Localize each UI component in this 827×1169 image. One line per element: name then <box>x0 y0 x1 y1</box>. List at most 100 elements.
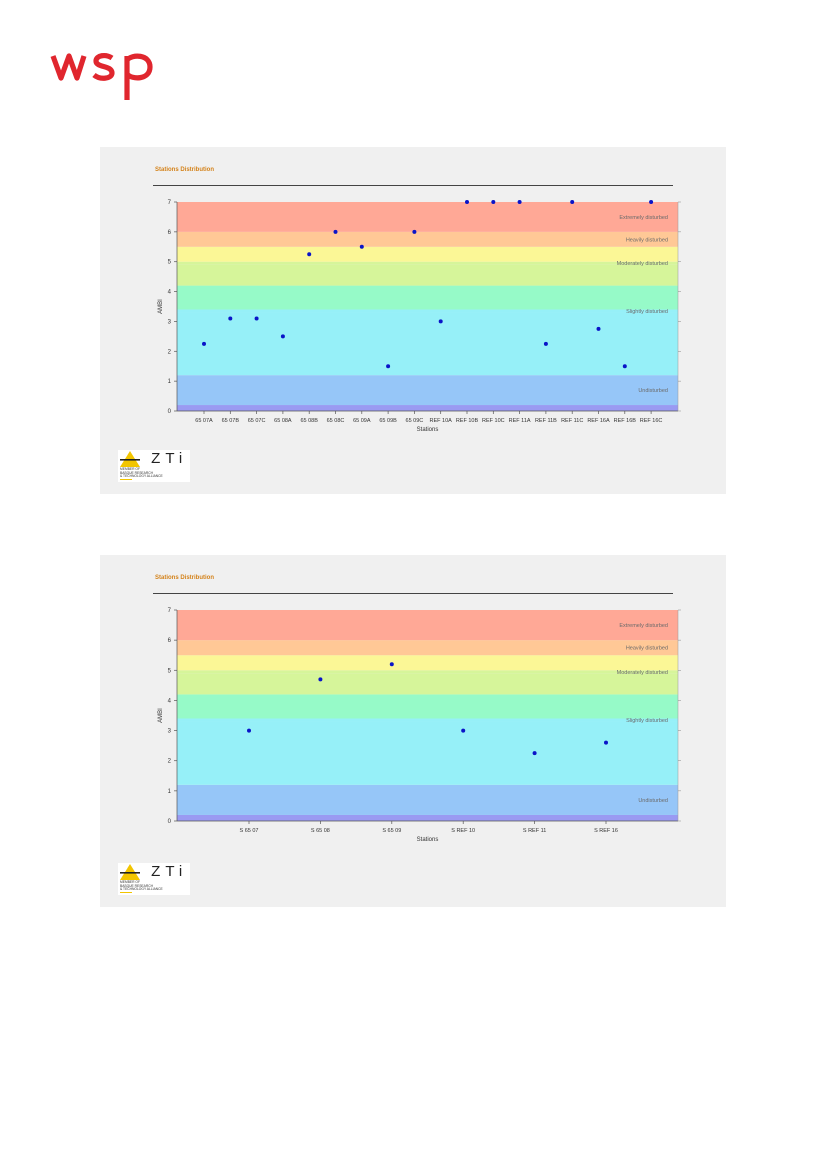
x-tick-label: S REF 11 <box>523 828 546 834</box>
ambi-band <box>177 610 678 641</box>
ambi-band <box>177 640 678 656</box>
ambi-band <box>177 202 678 232</box>
data-point <box>333 229 338 234</box>
panel-title: Stations Distribution <box>155 167 214 173</box>
band-label: Undisturbed <box>638 798 668 804</box>
y-tick-label: 3 <box>168 319 172 325</box>
y-tick-label: 6 <box>168 230 172 236</box>
y-tick-label: 0 <box>168 819 172 825</box>
y-tick-label: 5 <box>168 668 172 674</box>
data-point <box>517 200 522 204</box>
azti-tagline: Member of Basque Research & Technology A… <box>120 467 163 479</box>
x-tick-label: 65 08B <box>300 418 318 424</box>
data-point <box>438 319 443 324</box>
ambi-band <box>177 784 678 815</box>
x-tick-label: S REF 10 <box>451 828 475 834</box>
data-point <box>228 316 233 321</box>
title-divider <box>153 593 673 594</box>
band-label: Moderately disturbed <box>617 670 668 676</box>
chart-panel-1: Stations Distribution Undisturbed Slightl… <box>100 147 726 494</box>
chart-panel-2: Stations Distribution Undisturbed Slightl… <box>100 555 726 907</box>
y-tick-label: 2 <box>168 759 172 765</box>
data-point <box>412 229 417 234</box>
x-tick-label: 65 09B <box>379 418 397 424</box>
x-axis-label: Stations <box>417 427 439 433</box>
azti-logo: ZTi Member of Basque Research & Technolo… <box>118 450 190 482</box>
data-point <box>532 751 537 756</box>
y-tick-label: 2 <box>168 349 172 355</box>
title-divider <box>153 185 673 186</box>
x-tick-label: REF 11C <box>561 418 583 424</box>
x-tick-label: REF 11B <box>535 418 557 424</box>
y-axis-label: AMBI <box>158 708 164 723</box>
x-tick-label: S REF 16 <box>594 828 618 834</box>
data-point <box>318 677 323 682</box>
panel-title: Stations Distribution <box>155 575 214 581</box>
band-label: Heavily disturbed <box>626 646 668 652</box>
x-tick-label: 65 08A <box>274 418 292 424</box>
x-tick-label: REF 16B <box>614 418 637 424</box>
y-tick-label: 0 <box>168 409 172 415</box>
x-tick-label: 65 07C <box>248 418 266 424</box>
ambi-band <box>177 405 678 411</box>
ambi-band <box>177 814 678 821</box>
data-point <box>307 252 312 257</box>
data-point <box>596 326 601 331</box>
y-tick-label: 3 <box>168 729 172 735</box>
azti-wordmark: ZTi <box>142 863 188 880</box>
band-label: Extremely disturbed <box>619 623 668 629</box>
data-point <box>359 244 364 249</box>
y-tick-label: 5 <box>168 260 172 266</box>
azti-wordmark: ZTi <box>142 450 188 467</box>
x-tick-label: S 65 09 <box>382 828 401 834</box>
x-tick-label: 65 09C <box>406 418 424 424</box>
x-tick-label: 65 09A <box>353 418 371 424</box>
data-point <box>570 200 575 204</box>
x-tick-label: REF 10C <box>482 418 505 424</box>
ambi-band <box>177 673 678 695</box>
azti-triangle-icon <box>120 864 140 880</box>
ambi-band <box>177 246 678 262</box>
ambi-band <box>177 312 678 376</box>
ambi-band <box>177 285 678 310</box>
y-axis-label: AMBI <box>158 299 164 314</box>
x-tick-label: 65 07B <box>222 418 240 424</box>
y-tick-label: 1 <box>168 379 172 385</box>
x-tick-label: 65 07A <box>195 418 213 424</box>
data-point <box>461 728 466 733</box>
ambi-band <box>177 261 678 265</box>
data-point <box>247 728 251 733</box>
azti-triangle-icon <box>120 451 140 467</box>
wsp-logo <box>50 53 153 100</box>
x-tick-label: 65 08C <box>327 418 345 424</box>
data-point <box>254 316 259 321</box>
y-tick-label: 6 <box>168 638 172 644</box>
ambi-chart-1: Undisturbed Slightly disturbed Moderately … <box>158 200 681 433</box>
data-point <box>389 662 394 667</box>
ambi-band <box>177 670 678 674</box>
band-label: Extremely disturbed <box>619 215 668 221</box>
ambi-chart-2: Undisturbed Slightly disturbed Moderately … <box>158 608 681 843</box>
band-label: Undisturbed <box>638 388 668 394</box>
data-point <box>280 334 285 339</box>
band-label: Slightly disturbed <box>626 718 668 724</box>
data-point <box>649 200 654 204</box>
ambi-band <box>177 655 678 671</box>
ambi-band <box>177 375 678 406</box>
band-label: Heavily disturbed <box>626 237 668 243</box>
data-point <box>386 364 391 369</box>
data-point <box>202 341 206 346</box>
azti-logo: ZTi Member of Basque Research & Technolo… <box>118 863 190 895</box>
ambi-band <box>177 264 678 286</box>
y-tick-label: 4 <box>168 290 172 296</box>
azti-accent-line <box>120 892 132 893</box>
x-tick-label: REF 10B <box>456 418 479 424</box>
data-point <box>543 341 548 346</box>
x-tick-label: REF 16A <box>587 418 610 424</box>
x-tick-label: S 65 08 <box>311 828 330 834</box>
azti-accent-line <box>120 479 132 480</box>
ambi-band <box>177 718 678 722</box>
x-tick-label: REF 16C <box>640 418 663 424</box>
data-point <box>491 200 496 204</box>
ambi-band <box>177 231 678 247</box>
